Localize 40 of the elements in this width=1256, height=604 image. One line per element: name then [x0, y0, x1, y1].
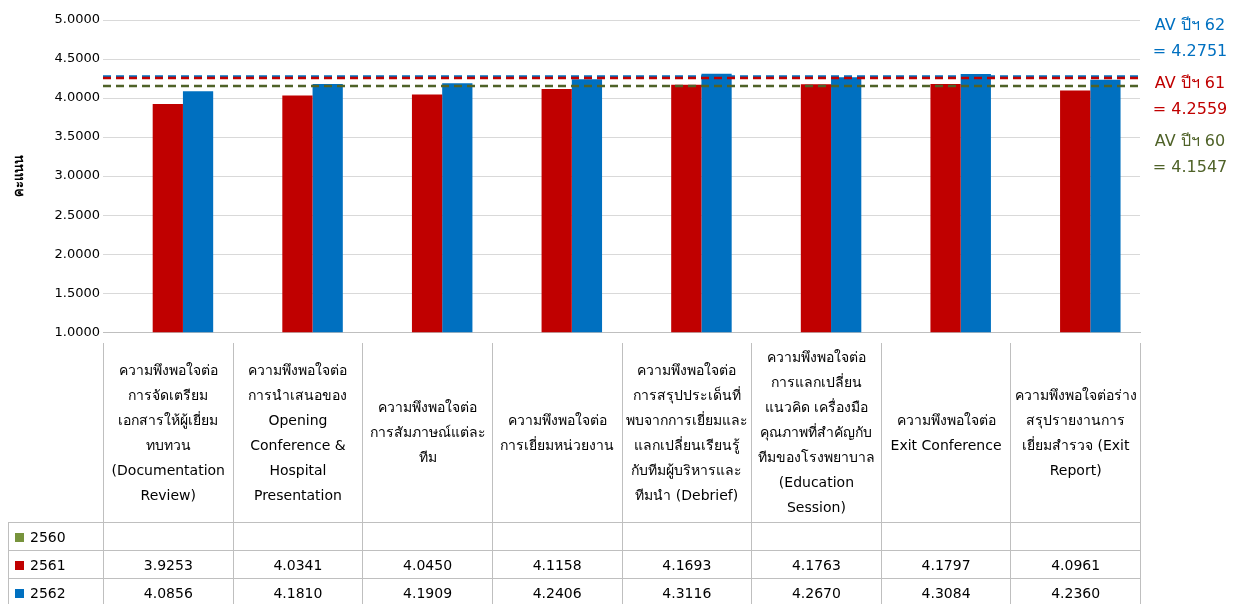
legend-label: 2562 [8, 578, 104, 604]
text: 4.1797 [921, 556, 971, 573]
legend-label: 2561 [8, 550, 104, 579]
y-tick-label: 1.0000 [54, 323, 100, 339]
ref-line-label: AV ปีฯ 60 = 4.1547 [1152, 131, 1228, 177]
ref-line-label: AV ปีฯ 61 = 4.2559 [1152, 73, 1228, 119]
text: 4.1763 [791, 556, 841, 573]
text: 3.9253 [143, 556, 193, 573]
text: 4.0450 [403, 556, 453, 573]
text: 4.3084 [921, 584, 971, 601]
x-tick-label: ความพึงพอใจต่อร่างสรุปรายงานการเยี่ยมสำรวจ (Exit Report) [1010, 343, 1141, 523]
text: 4.2406 [532, 584, 582, 601]
y-tick-label: 3.5000 [54, 128, 100, 144]
y-axis-title: คะแนน [11, 155, 27, 198]
text: 4.1810 [273, 584, 323, 601]
x-tick-label: ความพึงพอใจต่อการจัดเตรียมเอกสารให้ผู้เยี่ยมทบทวน (Documentation Review) [103, 343, 234, 523]
text: 4.0341 [273, 556, 323, 573]
x-tick-label: ความพึงพอใจต่อ Exit Conference [881, 343, 1011, 523]
x-tick-label: ความพึงพอใจต่อการสรุปประเด็นที่พบจากการเยี่ยมและแลกเปลี่ยนเรียนรู้กับทีมผู้บริหารและทีมนำ (Debrief) [622, 343, 752, 523]
text: 4.1693 [662, 556, 712, 573]
y-tick-label: 2.5000 [54, 206, 100, 222]
x-tick-label: ความพึงพอใจต่อการแลกเปลี่ยนแนวคิด เครื่องมือคุณภาพที่สำคัญกับทีมของโรงพยาบาล (Education Session) [751, 343, 882, 523]
text: 4.1158 [532, 556, 582, 573]
y-tick-label: 2.0000 [54, 245, 100, 261]
y-tick-label: 1.5000 [54, 284, 100, 300]
x-tick-label: ความพึงพอใจต่อการเยี่ยมหน่วยงาน [492, 343, 622, 523]
text: 4.2360 [1051, 584, 1101, 601]
y-tick-label: 5.0000 [54, 11, 100, 27]
text: 4.2670 [791, 584, 841, 601]
text: 4.1909 [403, 584, 453, 601]
text: 4.0856 [143, 584, 193, 601]
y-tick-label: 4.0000 [54, 89, 100, 105]
y-tick-label: 4.5000 [54, 50, 100, 66]
x-tick-label: ความพึงพอใจต่อการสัมภาษณ์แต่ละทีม [362, 343, 493, 523]
x-tick-label: ความพึงพอใจต่อการนำเสนอของ Opening Conference & Hospital Presentation [233, 343, 363, 523]
y-tick-label: 3.0000 [54, 167, 100, 183]
text: 4.0961 [1051, 556, 1101, 573]
ref-line-label: AV ปีฯ 62 = 4.2751 [1152, 15, 1228, 61]
legend-label: 2560 [8, 522, 104, 551]
text: 4.3116 [662, 584, 712, 601]
